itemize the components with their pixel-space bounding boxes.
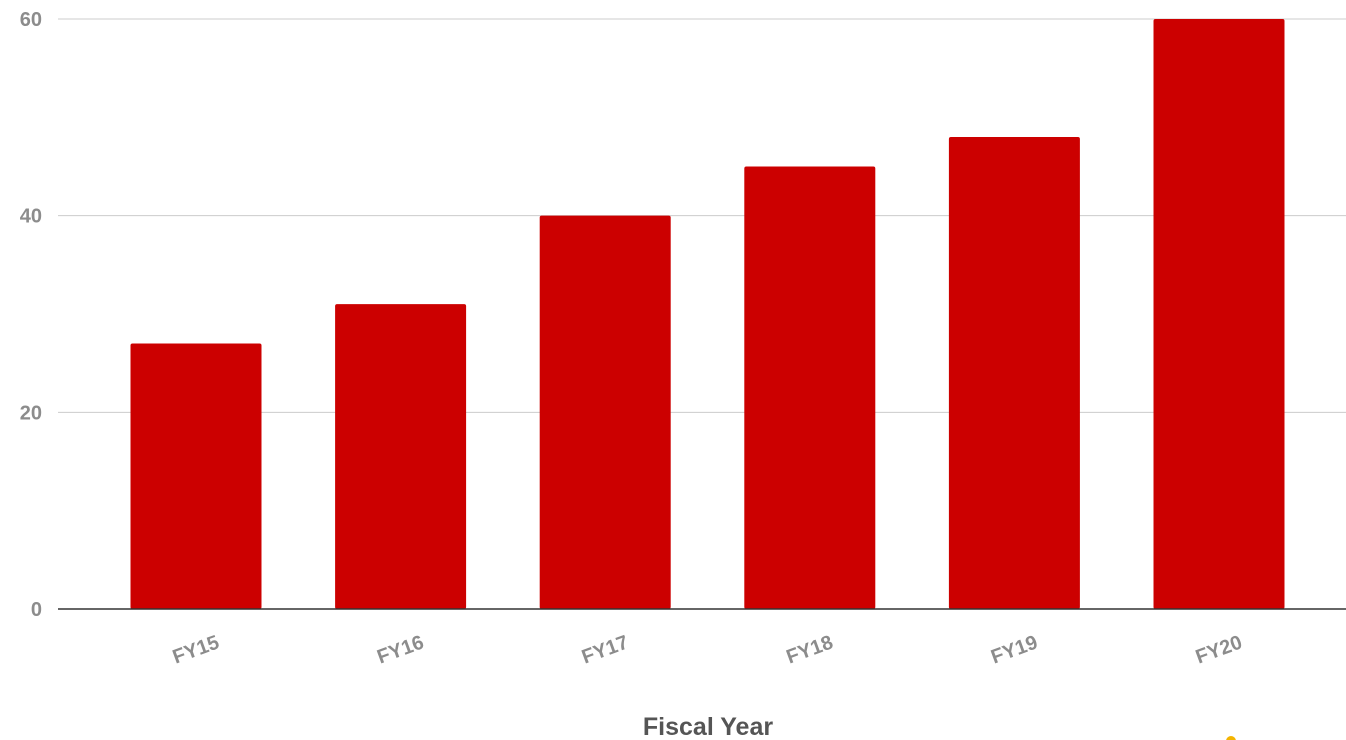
x-tick-label: FY15 [170, 631, 222, 668]
x-tick-label: FY18 [784, 631, 836, 668]
y-tick-label: 60 [20, 9, 42, 31]
y-tick-label: 40 [20, 206, 42, 228]
x-tick-label: FY20 [1193, 631, 1245, 668]
y-tick-labels: 0 20 40 60 [20, 9, 42, 621]
x-tick-label: FY19 [988, 631, 1040, 668]
bar-fy17 [539, 215, 671, 609]
corner-dot-icon [1226, 736, 1236, 740]
gridlines [58, 18, 1346, 413]
x-axis-title: Fiscal Year [643, 713, 773, 740]
x-tick-label: FY16 [374, 631, 426, 668]
bars [130, 19, 1285, 609]
y-tick-label: 20 [20, 402, 42, 424]
bar-fy18 [744, 166, 876, 609]
bar-fy16 [335, 304, 467, 609]
bar-fy19 [948, 137, 1080, 609]
y-tick-label: 0 [31, 599, 42, 621]
bar-fy20 [1153, 19, 1285, 609]
bar-fy15 [130, 343, 262, 609]
x-tick-label: FY17 [579, 631, 631, 668]
x-tick-labels: FY15 FY16 FY17 FY18 FY19 FY20 [170, 631, 1245, 668]
